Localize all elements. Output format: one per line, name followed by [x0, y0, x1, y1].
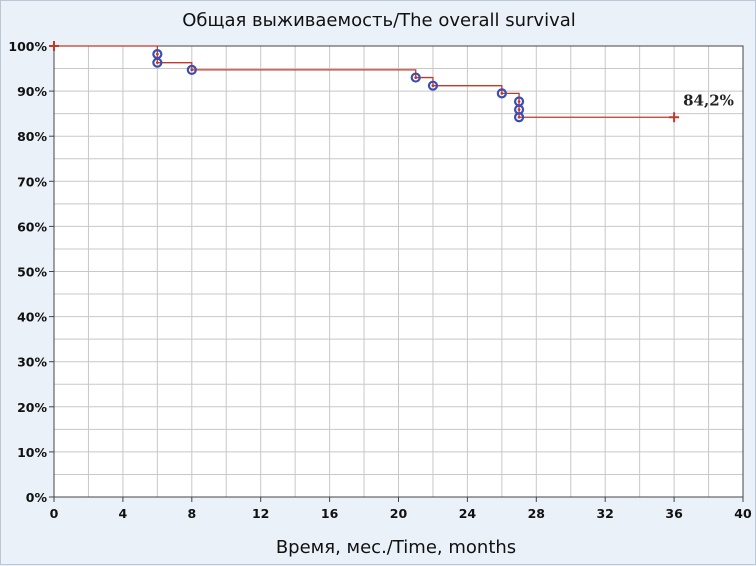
event-marker-center — [517, 100, 521, 103]
event-marker — [513, 112, 525, 123]
survival-curve — [54, 45, 675, 118]
event-marker — [152, 57, 163, 68]
y-tick-label: 40% — [17, 310, 47, 325]
y-tick-label: 90% — [17, 84, 47, 99]
censored-marker — [49, 41, 59, 51]
y-tick-label: 80% — [17, 129, 47, 144]
event-marker-center — [517, 108, 521, 111]
x-tick-label: 24 — [459, 506, 477, 521]
x-tick-label: 16 — [321, 506, 339, 521]
event-marker — [410, 72, 421, 83]
chart-title: Общая выживаемость/The overall survival — [182, 10, 576, 31]
event-marker-center — [155, 52, 159, 56]
event-marker — [427, 80, 439, 91]
x-tick-label: 20 — [390, 506, 408, 521]
x-tick-label: 40 — [734, 506, 752, 521]
event-marker — [496, 88, 507, 99]
x-tick-label: 12 — [252, 506, 269, 521]
y-tick-label: 20% — [17, 400, 47, 415]
event-marker-center — [500, 91, 504, 95]
event-marker-center — [517, 115, 521, 119]
event-marker-center — [431, 84, 435, 88]
event-marker-center — [190, 68, 194, 72]
y-tick-label: 10% — [17, 445, 47, 460]
event-marker — [186, 64, 197, 76]
y-tick-label: 30% — [17, 355, 47, 370]
x-tick-label: 36 — [665, 506, 683, 521]
y-tick-label: 100% — [8, 39, 47, 54]
y-tick-label: 70% — [17, 174, 47, 189]
y-tick-label: 50% — [17, 265, 47, 280]
y-tick-label: 0% — [26, 490, 48, 505]
x-tick-label: 28 — [528, 506, 545, 521]
event-marker-center — [155, 61, 159, 65]
y-tick-label: 60% — [17, 219, 47, 234]
x-tick-label: 4 — [119, 506, 128, 521]
x-tick-label: 8 — [187, 506, 196, 521]
event-marker-center — [414, 76, 418, 79]
x-tick-label: 0 — [50, 506, 59, 521]
x-axis-label: Время, мес./Time, months — [275, 537, 517, 558]
x-tick-label: 32 — [596, 506, 613, 521]
end-survival-label: 84,2% — [683, 91, 734, 109]
censored-marker — [669, 112, 680, 123]
